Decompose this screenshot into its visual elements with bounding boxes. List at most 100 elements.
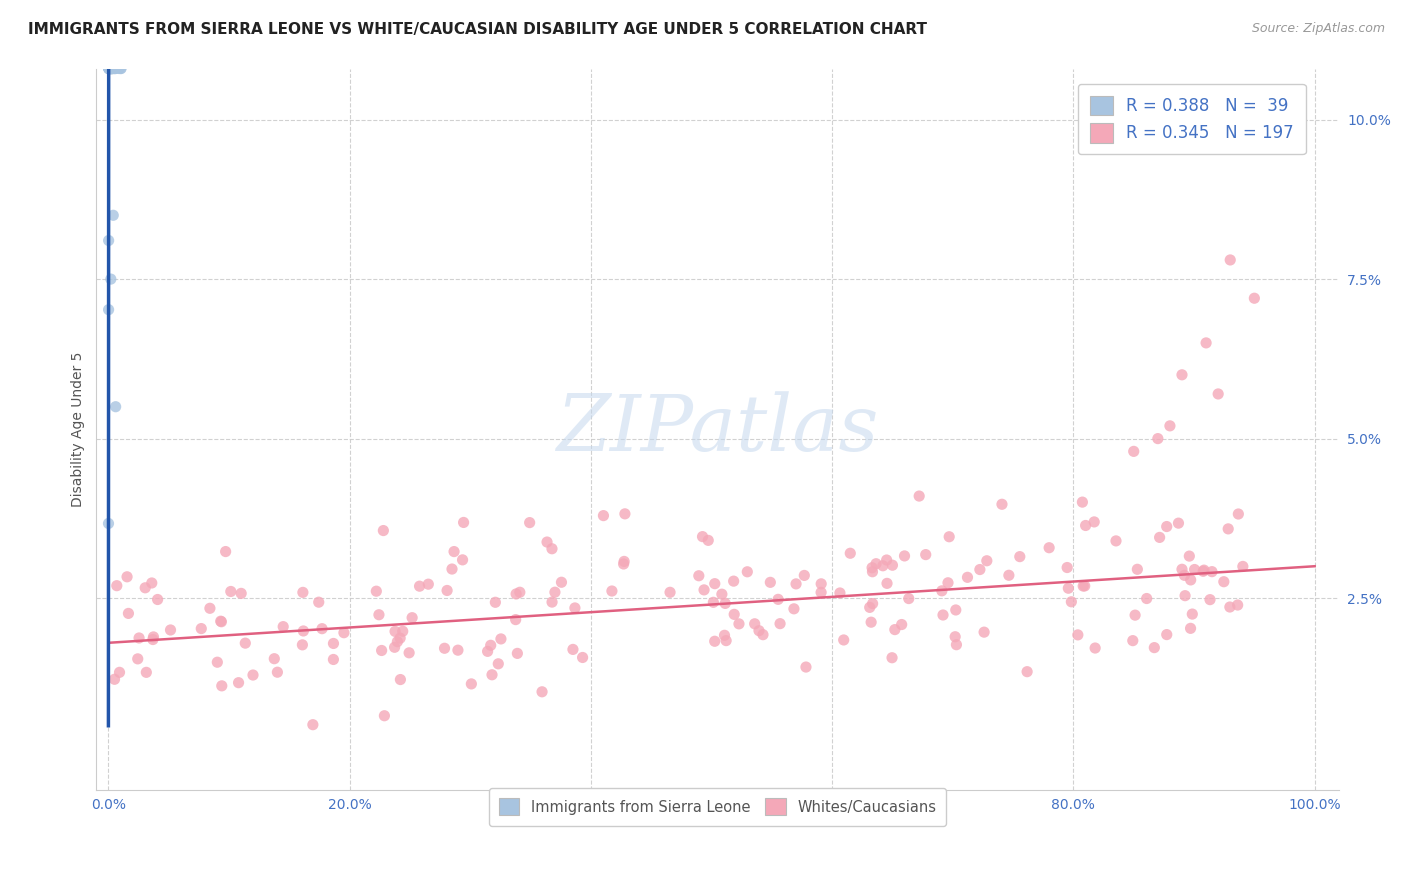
Point (659, 585, 682, 599)
Point (832, 632, 855, 647)
Point (505, 613, 527, 627)
Point (702, 595, 724, 609)
Point (104, 400, 127, 414)
Point (97, 516, 120, 531)
Point (785, 577, 807, 591)
Point (943, 630, 966, 644)
Point (1174, 589, 1197, 603)
Point (370, 643, 392, 657)
Point (737, 565, 759, 579)
Point (401, 610, 423, 624)
Point (481, 667, 503, 681)
Point (882, 558, 904, 573)
Point (839, 546, 862, 560)
Point (233, 636, 256, 650)
Point (141, 576, 163, 591)
Point (794, 660, 817, 674)
Point (110, 62, 132, 76)
Point (1199, 592, 1222, 607)
Point (98, 62, 121, 76)
Point (1219, 252, 1241, 267)
Point (561, 642, 583, 657)
Point (973, 625, 995, 640)
Point (135, 665, 157, 680)
Point (1192, 563, 1215, 577)
Point (1180, 573, 1202, 587)
Point (945, 638, 967, 652)
Point (127, 652, 149, 666)
Point (876, 576, 898, 591)
Point (104, 62, 127, 76)
Point (100, 62, 122, 76)
Point (98, 62, 121, 76)
Point (101, 62, 124, 76)
Point (97, 62, 120, 76)
Point (703, 634, 725, 648)
Point (744, 616, 766, 631)
Point (311, 622, 333, 636)
Point (1136, 591, 1159, 606)
Point (1122, 444, 1144, 458)
Point (308, 595, 330, 609)
Point (613, 557, 636, 571)
Point (1227, 507, 1250, 521)
Point (100, 62, 122, 76)
Point (98, 62, 121, 76)
Point (384, 640, 406, 655)
Point (453, 516, 475, 530)
Point (101, 62, 124, 76)
Point (100, 62, 122, 76)
Point (1267, 112, 1289, 127)
Point (897, 591, 920, 606)
Point (214, 544, 236, 558)
Point (1008, 549, 1031, 564)
Point (389, 631, 412, 645)
Point (531, 685, 554, 699)
Point (748, 624, 770, 638)
Point (271, 620, 294, 634)
Point (752, 628, 775, 642)
Point (571, 650, 593, 665)
Point (103, 62, 125, 76)
Point (460, 677, 482, 691)
Point (366, 584, 388, 599)
Point (146, 592, 169, 607)
Point (479, 638, 502, 652)
Point (1243, 291, 1265, 305)
Point (1122, 633, 1144, 648)
Point (447, 643, 470, 657)
Point (1226, 598, 1249, 612)
Point (1105, 533, 1128, 548)
Point (1074, 518, 1097, 533)
Point (436, 583, 458, 598)
Point (333, 625, 356, 640)
Point (1173, 568, 1195, 582)
Point (613, 554, 636, 568)
Point (159, 623, 181, 637)
Point (1017, 665, 1039, 679)
Point (211, 679, 233, 693)
Point (100, 272, 122, 286)
Point (692, 530, 714, 544)
Point (828, 586, 851, 600)
Point (98, 62, 121, 76)
Point (876, 553, 898, 567)
Point (198, 601, 221, 615)
Point (1071, 495, 1094, 509)
Point (1038, 541, 1060, 555)
Point (128, 631, 150, 645)
Point (932, 607, 955, 622)
Point (714, 633, 737, 648)
Point (291, 585, 314, 599)
Point (931, 583, 953, 598)
Point (1218, 522, 1240, 536)
Y-axis label: Disability Age Under 5: Disability Age Under 5 (72, 351, 86, 507)
Point (115, 570, 138, 584)
Point (613, 507, 636, 521)
Point (592, 508, 614, 523)
Point (550, 575, 572, 590)
Point (209, 614, 232, 628)
Point (142, 632, 165, 647)
Point (322, 652, 344, 666)
Point (103, 62, 125, 76)
